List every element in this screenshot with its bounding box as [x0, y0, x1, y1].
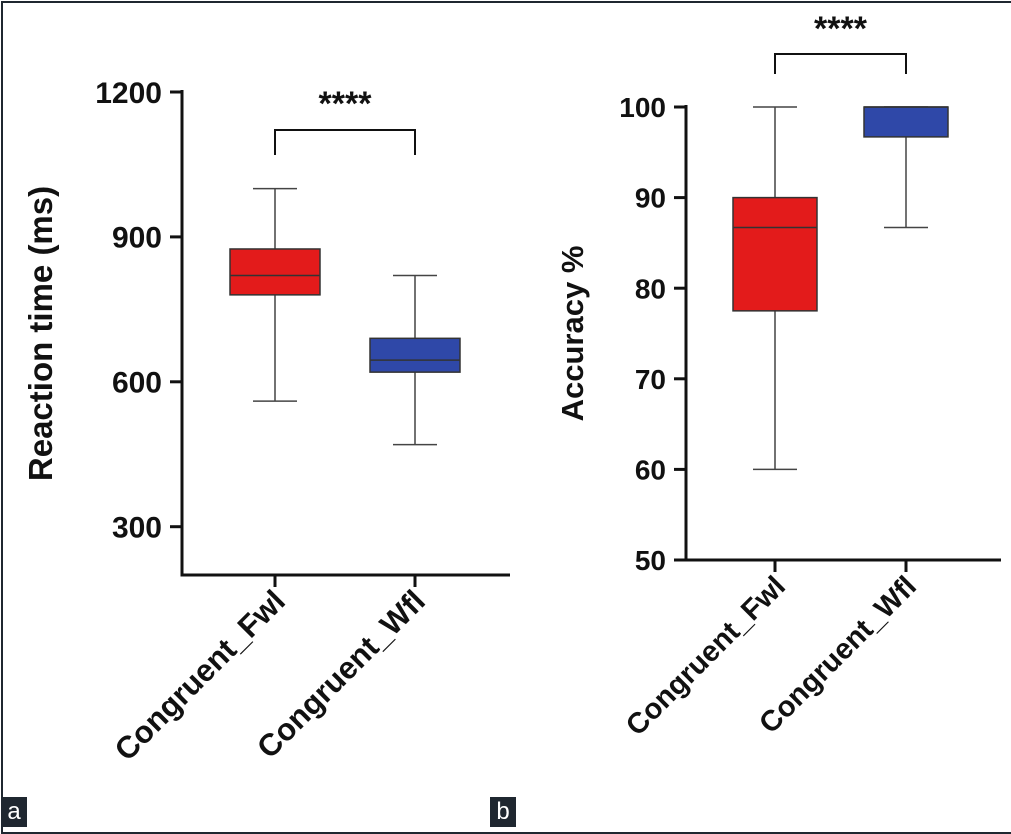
- box-congruent-wfl: [369, 337, 461, 373]
- y-tick-label: 100: [619, 92, 666, 123]
- significance-label: ****: [319, 85, 373, 123]
- y-axis-label: Reaction time (ms): [22, 186, 59, 481]
- y-tick-label: 1200: [95, 77, 162, 110]
- box-congruent-wfl: [863, 106, 949, 138]
- y-tick-label: 600: [112, 367, 162, 400]
- box-congruent-fwl: [732, 196, 818, 312]
- y-axis-label: Accuracy %: [555, 246, 590, 422]
- box-congruent-fwl: [229, 248, 321, 296]
- y-tick-label: 80: [635, 273, 666, 304]
- y-tick-label: 300: [112, 512, 162, 545]
- panel-label-b: b: [490, 797, 516, 827]
- y-tick-label: 60: [635, 454, 666, 485]
- y-tick-label: 90: [635, 183, 666, 214]
- y-tick-label: 900: [112, 222, 162, 255]
- y-tick-label: 50: [635, 545, 666, 576]
- significance-bracket: [274, 129, 416, 155]
- panel-label-a: a: [1, 797, 27, 827]
- significance-bracket: [774, 53, 907, 74]
- y-tick-label: 70: [635, 364, 666, 395]
- significance-label: ****: [814, 10, 868, 48]
